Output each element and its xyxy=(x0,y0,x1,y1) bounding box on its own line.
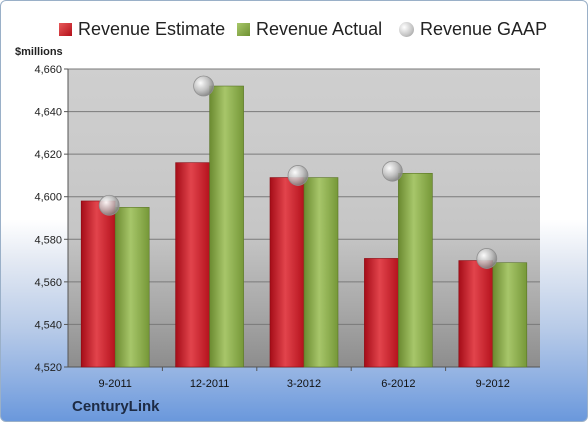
bar-revenue-estimate xyxy=(364,258,399,368)
x-tick-label: 9-2011 xyxy=(98,378,131,390)
y-tick-label: 4,540 xyxy=(34,319,62,331)
y-tick-label: 4,660 xyxy=(34,64,62,76)
bar-revenue-estimate xyxy=(175,162,210,368)
x-tick-label: 9-2012 xyxy=(476,378,510,390)
bar-revenue-estimate xyxy=(458,260,494,368)
bar-revenue-actual xyxy=(209,85,244,368)
plot-area: 4,520 4,540 4,560 4,580 4,600 4,620 4,640 4,660… xyxy=(34,64,540,390)
legend-swatch-actual xyxy=(237,22,250,36)
legend-label-estimate: Revenue Estimate xyxy=(78,18,226,39)
marker-revenue-gaap xyxy=(193,75,215,97)
legend-label-gaap: Revenue GAAP xyxy=(420,18,548,39)
y-tick-label: 4,600 xyxy=(34,192,62,204)
x-tick-label: 12-2011 xyxy=(190,378,230,390)
bar-revenue-estimate xyxy=(269,177,305,368)
company-name: CenturyLink xyxy=(72,398,160,415)
y-tick-label: 4,580 xyxy=(34,234,62,246)
y-tick-label: 4,640 xyxy=(34,107,62,119)
legend-label-actual: Revenue Actual xyxy=(256,18,383,39)
bar-revenue-estimate xyxy=(80,200,116,368)
marker-revenue-gaap xyxy=(287,165,309,186)
legend-swatch-gaap xyxy=(399,21,414,37)
bar-revenue-actual xyxy=(114,207,150,368)
legend: Revenue Estimate Revenue Actual Revenue … xyxy=(1,17,587,41)
marker-revenue-gaap xyxy=(98,194,120,216)
y-tick-label: 4,620 xyxy=(34,149,62,161)
marker-revenue-gaap xyxy=(476,248,498,269)
x-tick-label: 6-2012 xyxy=(381,378,415,390)
legend-item-actual: Revenue Actual xyxy=(237,17,382,41)
bar-revenue-actual xyxy=(398,173,433,368)
y-tick-label: 4,560 xyxy=(34,277,62,289)
legend-swatch-estimate xyxy=(59,22,72,36)
bar-revenue-actual xyxy=(303,177,339,368)
legend-item-estimate: Revenue Estimate xyxy=(59,17,225,41)
y-tick-label: 4,520 xyxy=(34,362,62,374)
y-axis-unit-label: $millions xyxy=(15,46,63,58)
legend-item-gaap: Revenue GAAP xyxy=(399,17,547,41)
x-tick-label: 3-2012 xyxy=(287,378,321,390)
marker-revenue-gaap xyxy=(381,160,403,182)
bar-revenue-actual xyxy=(492,262,528,368)
